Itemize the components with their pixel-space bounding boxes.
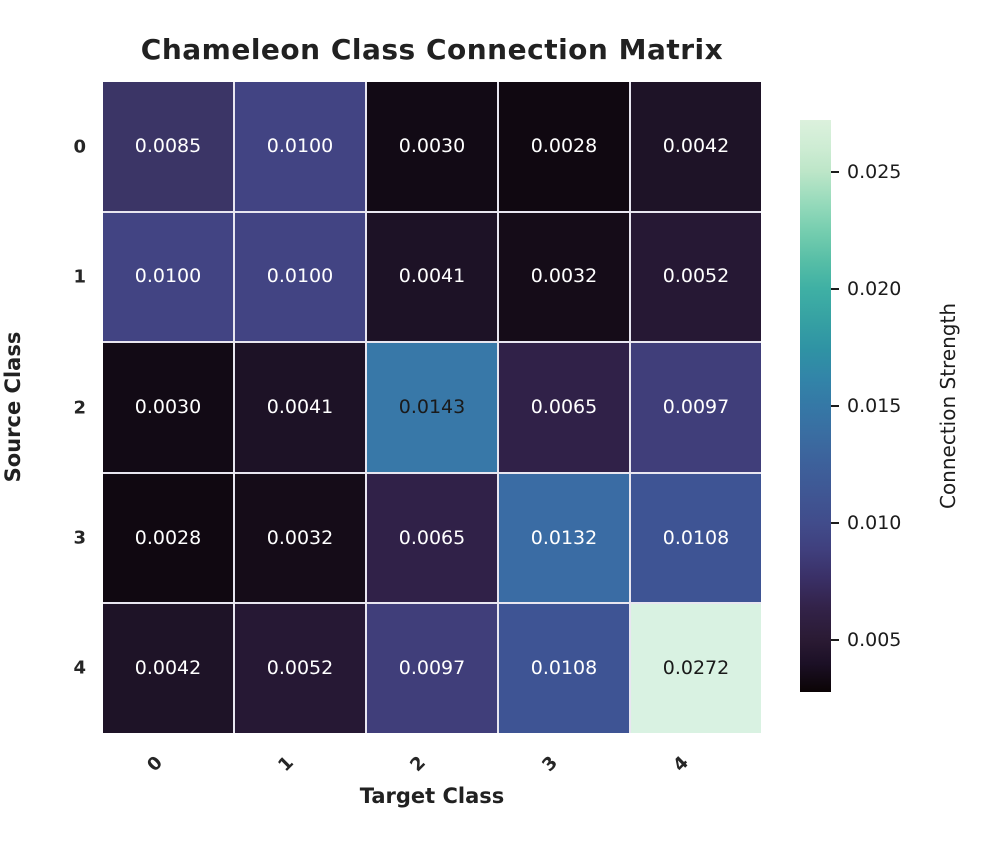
heatmap-cell: 0.0042 xyxy=(631,82,761,211)
y-tick-label: 1 xyxy=(73,266,86,288)
colorbar-tick-label: 0.005 xyxy=(847,629,902,652)
cell-value-annotation: 0.0032 xyxy=(266,526,334,549)
cell-value-annotation: 0.0065 xyxy=(398,526,466,549)
cell-value-annotation: 0.0042 xyxy=(134,657,202,680)
y-tick-label: 2 xyxy=(73,397,86,418)
y-tick-label: 4 xyxy=(73,657,86,679)
cell-value-annotation: 0.0143 xyxy=(398,395,466,418)
x-tick-label: 3 xyxy=(537,752,562,776)
x-tick-label: 4 xyxy=(669,752,694,776)
chart-title: Chameleon Class Connection Matrix xyxy=(140,33,724,66)
heatmap-grid: 0.0085 0.0100 0.0030 0.0028 0.0042 0.0100 0.01… xyxy=(103,82,761,733)
heatmap-cell: 0.0041 xyxy=(367,212,497,342)
colorbar-label: Connection Strength xyxy=(936,302,960,510)
heatmap-cell: 0.0097 xyxy=(367,604,497,733)
heatmap-cell: 0.0030 xyxy=(367,82,497,211)
cell-value-annotation: 0.0028 xyxy=(134,526,202,549)
heatmap-cell: 0.0042 xyxy=(103,604,233,733)
heatmap-cell: 0.0052 xyxy=(631,212,761,342)
heatmap-cell: 0.0028 xyxy=(103,473,233,603)
cell-value-annotation: 0.0097 xyxy=(398,657,466,680)
colorbar-tick-label: 0.025 xyxy=(847,160,902,183)
colorbar-tick-mark xyxy=(831,522,839,525)
heatmap-cell: 0.0041 xyxy=(235,343,365,472)
cell-value-annotation: 0.0097 xyxy=(662,395,730,418)
cell-value-annotation: 0.0085 xyxy=(134,134,202,157)
colorbar-tick-label: 0.010 xyxy=(847,512,902,535)
colorbar-tick-mark xyxy=(831,405,839,407)
heatmap-cell: 0.0108 xyxy=(499,604,629,733)
cell-value-annotation: 0.0041 xyxy=(398,265,466,288)
colorbar-tick-mark xyxy=(831,287,839,290)
colorbar-tick-mark xyxy=(831,170,839,173)
heatmap-cell: 0.0143 xyxy=(367,343,497,472)
cell-value-annotation: 0.0032 xyxy=(530,265,598,288)
cell-value-annotation: 0.0065 xyxy=(530,395,598,418)
cell-value-annotation: 0.0272 xyxy=(662,657,730,680)
cell-value-annotation: 0.0030 xyxy=(398,134,466,157)
colorbar-tick-mark xyxy=(831,639,839,642)
colorbar-tick-label: 0.015 xyxy=(847,395,902,417)
heatmap-cell: 0.0030 xyxy=(103,343,233,472)
cell-value-annotation: 0.0100 xyxy=(134,265,202,288)
cell-value-annotation: 0.0132 xyxy=(530,526,598,549)
y-axis-label: Source Class xyxy=(1,331,25,483)
heatmap-cell: 0.0028 xyxy=(499,82,629,211)
heatmap-cell: 0.0052 xyxy=(235,604,365,733)
cell-value-annotation: 0.0108 xyxy=(530,657,598,680)
colorbar-gradient xyxy=(800,120,831,692)
heatmap-cell: 0.0032 xyxy=(235,473,365,603)
cell-value-annotation: 0.0028 xyxy=(530,134,598,157)
heatmap-cell: 0.0032 xyxy=(499,212,629,342)
heatmap-cell: 0.0065 xyxy=(499,343,629,472)
heatmap-cell: 0.0085 xyxy=(103,82,233,211)
heatmap-cell: 0.0065 xyxy=(367,473,497,603)
heatmap-cell: 0.0100 xyxy=(235,212,365,342)
y-tick-label: 3 xyxy=(73,527,86,549)
cell-value-annotation: 0.0108 xyxy=(662,526,730,549)
colorbar-tick-label: 0.020 xyxy=(847,277,902,300)
heatmap-cell: 0.0132 xyxy=(499,473,629,603)
x-tick-label: 1 xyxy=(274,752,299,776)
heatmap-cell: 0.0097 xyxy=(631,343,761,472)
x-axis-label: Target Class xyxy=(359,784,505,808)
cell-value-annotation: 0.0042 xyxy=(662,134,730,157)
heatmap-cell: 0.0100 xyxy=(103,212,233,342)
y-tick-label: 0 xyxy=(73,136,86,158)
x-tick-label: 0 xyxy=(142,752,167,776)
cell-value-annotation: 0.0041 xyxy=(266,395,334,418)
heatmap-cell: 0.0108 xyxy=(631,473,761,603)
cell-value-annotation: 0.0052 xyxy=(266,657,334,680)
cell-value-annotation: 0.0100 xyxy=(266,265,334,288)
x-tick-label: 2 xyxy=(406,752,430,776)
cell-value-annotation: 0.0100 xyxy=(266,134,334,157)
cell-value-annotation: 0.0030 xyxy=(134,395,202,418)
heatmap-cell: 0.0272 xyxy=(631,604,761,733)
heatmap-cell: 0.0100 xyxy=(235,82,365,211)
cell-value-annotation: 0.0052 xyxy=(662,265,730,288)
